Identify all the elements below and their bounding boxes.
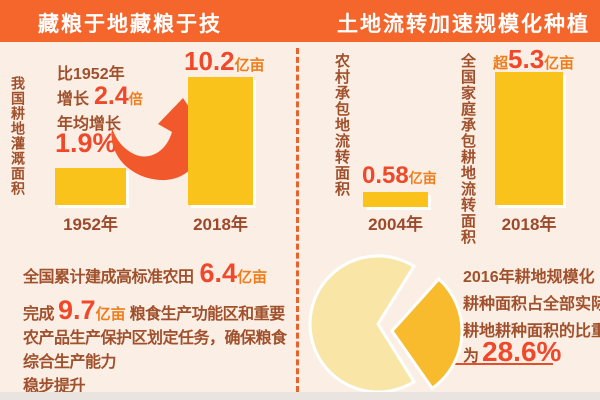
right-section-title: 土地流转加速规模化种植 (337, 13, 590, 36)
fact-line-3: 农产品生产保护区划定任务，确保粮食 (23, 330, 287, 347)
irrigation-2018-unit: 亿亩 (234, 57, 265, 74)
bar-2018-left (188, 77, 253, 205)
fact2-unit: 亿亩 (95, 306, 126, 323)
transfer-2018-unit: 亿亩 (544, 55, 575, 72)
growth-note-line1: 比1952年 (57, 66, 125, 83)
fact2-prefix: 完成 (23, 306, 55, 323)
fact-line-1: 全国累计建成高标准农田 6.4 亿亩 (23, 258, 267, 289)
fact2-number: 9.7 (58, 295, 96, 325)
bar-1952 (55, 168, 126, 205)
transfer-2004-number: 0.58 (362, 162, 409, 189)
growth-note-line3: 年均增长 (57, 116, 122, 133)
pie-remainder-slice (308, 254, 417, 394)
fact1-unit: 亿亩 (237, 269, 268, 286)
fact-line-5: 稳步提升 (23, 378, 86, 395)
growth-note-prefix: 增长 (57, 91, 90, 108)
irrigation-2018-value: 10.2 亿亩 (184, 46, 265, 77)
bar-2004-label: 2004年 (368, 215, 423, 234)
bar-1952-label: 1952年 (63, 215, 118, 234)
transfer-2018-prefix: 超 (493, 55, 509, 72)
bar-2018-right-label: 2018年 (501, 215, 557, 234)
transfer-2018-number: 5.3 (508, 44, 545, 74)
pie-highlight-slice (390, 276, 464, 391)
fact-line-4: 综合生产能力 (23, 354, 117, 371)
bar-2004 (363, 192, 428, 207)
fact1-text: 全国累计建成高标准农田 (23, 269, 194, 286)
pie-note-line3: 耕地耕种面积的比重 (463, 323, 600, 340)
annual-growth-value: 1.9% (55, 128, 117, 158)
growth-note-line2: 增长 2.4 倍 (57, 82, 143, 111)
right-chart-axis-label-2004: 农村承包地流转面积 (333, 53, 350, 197)
right-chart-axis-label-2018: 全国家庭承包耕地流转面积 (459, 53, 476, 245)
pie-note-prefix: 为 (463, 348, 480, 365)
bar-2018-right (495, 72, 563, 205)
growth-multiple-unit: 倍 (128, 91, 143, 107)
irrigation-2018-number: 10.2 (184, 46, 235, 76)
fact-line-2: 完成 9.7 亿亩 粮食生产功能区和重要 (23, 295, 285, 326)
transfer-2018-value: 超 5.3 亿亩 (493, 44, 574, 75)
pie-note-line2: 耕种面积占全部实际 (463, 296, 600, 313)
growth-multiple-value: 2.4 (94, 82, 129, 110)
transfer-2004-unit: 亿亩 (408, 170, 437, 186)
left-section-title: 藏粮于地藏粮于技 (38, 13, 222, 36)
fact1-number: 6.4 (199, 258, 238, 288)
bar-2018-left-label: 2018年 (193, 215, 248, 234)
fact2-suffix: 粮食生产功能区和重要 (129, 306, 286, 323)
pie-note-line4: 为 28.6% (463, 336, 561, 368)
header-band: 藏粮于地藏粮于技 土地流转加速规模化种植 (0, 0, 600, 42)
transfer-2004-value: 0.58 亿亩 (362, 162, 437, 190)
pie-note-line1: 2016年耕地规模化 (463, 269, 595, 286)
section-divider (296, 48, 299, 392)
left-chart-axis-label: 我国耕地灌溉面积 (10, 76, 26, 196)
bottom-strip (0, 392, 600, 400)
pie-percentage-value: 28.6% (482, 336, 562, 367)
